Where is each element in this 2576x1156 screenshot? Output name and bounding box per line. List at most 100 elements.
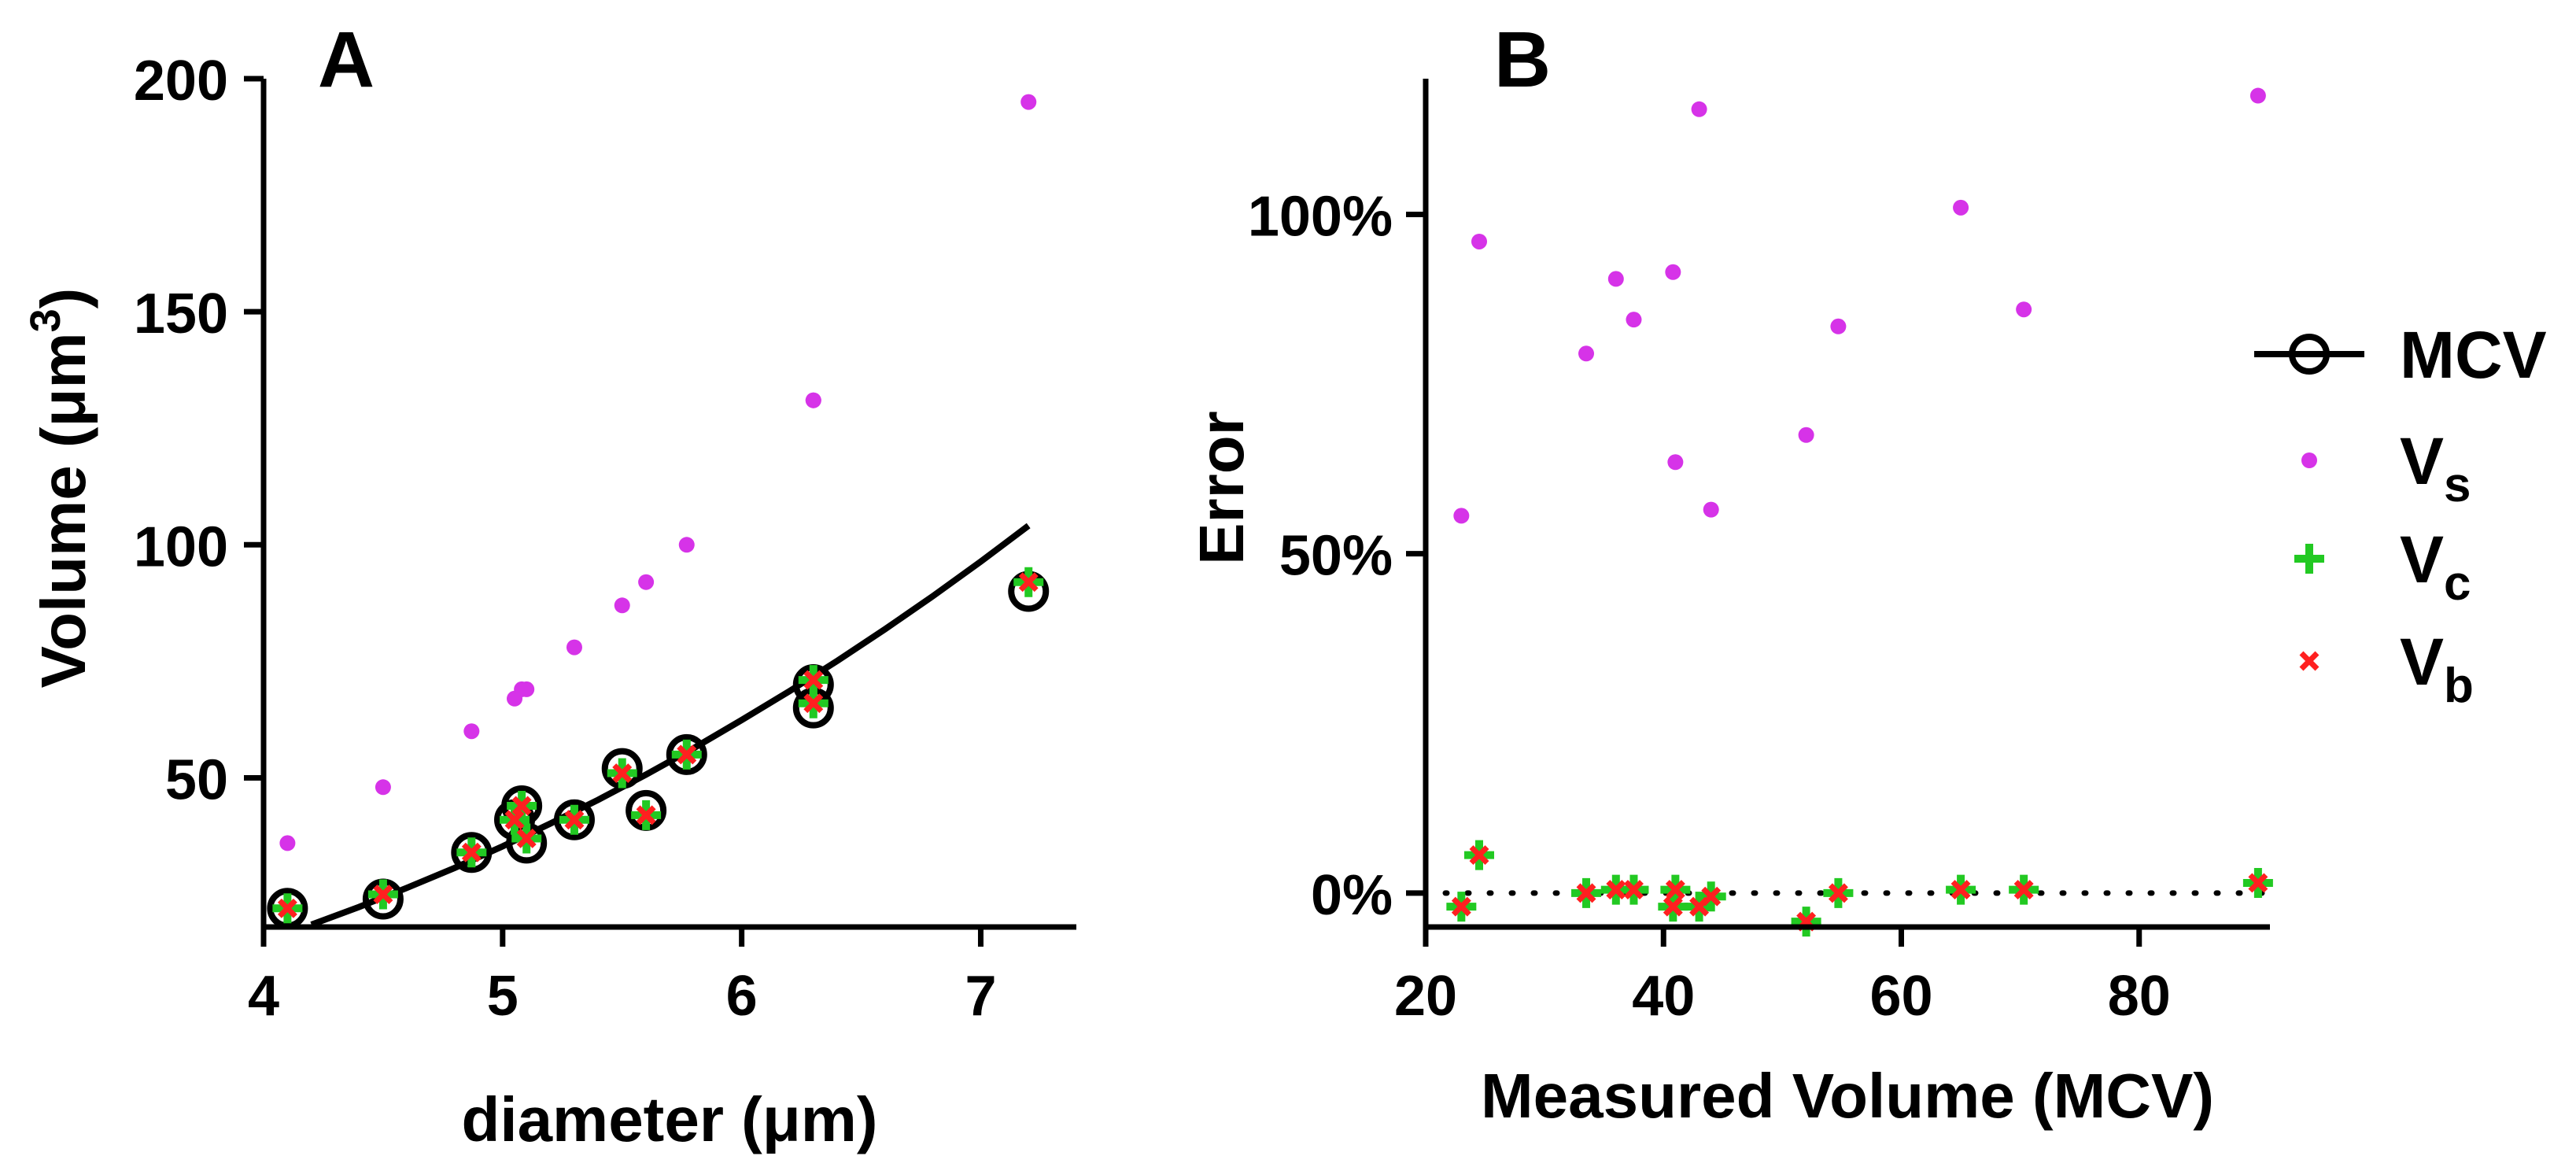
panel-a-point-vs — [614, 597, 630, 614]
legend-label-vb: Vb — [2400, 625, 2474, 713]
panel-a-y-tick-label: 50 — [165, 748, 228, 811]
panel-b-x-ticks: 20 40 60 80 — [1394, 927, 2171, 1028]
panel-a-x-tick-label: 7 — [965, 965, 996, 1028]
panel-a-point-vs — [279, 835, 296, 851]
legend-marker-mcv — [2289, 334, 2330, 375]
panel-b-x-label: Measured Volume (MCV) — [1481, 1061, 2214, 1131]
panel-b-title: B — [1494, 16, 1551, 104]
panel-b-y-tick-label: 50% — [1279, 525, 1393, 588]
panel-a-point-vb — [803, 693, 824, 714]
panel-a-point-vb — [803, 670, 824, 690]
panel-b-point-vs — [1626, 312, 1642, 328]
legend-label-main: V — [2400, 523, 2444, 596]
panel-b-point-vb — [1576, 883, 1596, 903]
panel-b-x-tick-label: 60 — [1869, 965, 1932, 1028]
panel-b-point-vb — [1623, 880, 1644, 900]
panel-a-point-vb — [504, 810, 525, 830]
panel-b-point-vb — [1663, 896, 1683, 917]
panel-a-point-vs — [519, 681, 535, 697]
panel-a-y-ticks: 50 100 150 200 — [134, 50, 264, 811]
panel-a-y-label-close: ) — [28, 288, 98, 309]
panel-b-y-ticks: 0% 50% 100% — [1248, 185, 1426, 927]
panel-b-point-vs — [1798, 427, 1814, 443]
legend-label-vc: Vc — [2400, 523, 2471, 611]
panel-b-point-vb — [1701, 886, 1722, 907]
panel-a-x-tick-label: 5 — [487, 965, 519, 1028]
panel-a-point-mcv — [666, 733, 707, 775]
panel-b-point-vb — [1451, 896, 1471, 917]
panel-b-point-vs — [1453, 508, 1470, 524]
panel-a-point-vb — [636, 805, 656, 825]
panel-a-y-tick-label: 100 — [134, 515, 228, 578]
panel-b-x-tick-label: 40 — [1632, 965, 1695, 1028]
panel-a-point-vs — [463, 723, 480, 740]
panel-b-y-tick-label: 100% — [1248, 185, 1393, 248]
panel-a: A 50 100 150 200 4 5 6 7 diameter (μm) Volume … — [22, 16, 1076, 1154]
panel-a-point-vs — [678, 537, 695, 553]
panel-a-x-tick-label: 4 — [248, 965, 279, 1028]
panel-b-point-vs — [1953, 199, 1969, 216]
panel-a-fit-curve — [310, 523, 1031, 928]
panel-a-point-vs — [566, 639, 582, 656]
panel-a-point-mcv — [553, 799, 595, 840]
panel-b-point-vb — [1665, 880, 1685, 900]
legend-label-mcv: MCV — [2400, 318, 2547, 392]
panel-a-y-label-base: Volume (μm — [28, 332, 98, 688]
panel-b-marks — [1446, 87, 2273, 937]
panel-a-point-vs — [638, 574, 655, 590]
panel-b: B 0% 50% 100% 20 40 60 80 Measured Volume (MC… — [1187, 16, 2273, 1131]
panel-a-point-vs — [375, 779, 391, 796]
legend-label-sub: c — [2444, 556, 2471, 611]
panel-b-point-vb — [2013, 880, 2034, 900]
panel-b-y-tick-label: 0% — [1311, 864, 1393, 927]
panel-a-y-tick-label: 200 — [134, 50, 228, 113]
panel-b-point-vs — [1607, 271, 1624, 287]
panel-b-point-vs — [2249, 87, 2266, 104]
legend-label-main: V — [2400, 625, 2444, 699]
panel-a-point-vb — [461, 842, 482, 862]
panel-b-point-vs — [2016, 301, 2032, 318]
panel-a-point-vb — [1018, 572, 1039, 593]
panel-a-y-label-sup: 3 — [22, 308, 69, 332]
panel-b-point-vs — [1578, 345, 1595, 362]
panel-b-point-vs — [1471, 233, 1488, 249]
panel-b-point-vb — [1950, 880, 1971, 900]
panel-b-y-label: Error — [1187, 411, 1257, 565]
panel-a-x-ticks: 4 5 6 7 — [248, 927, 996, 1028]
panel-a-point-vb — [564, 810, 585, 830]
panel-a-title: A — [318, 16, 375, 104]
panel-a-y-tick-label: 150 — [134, 283, 228, 345]
panel-b-point-vs — [1667, 454, 1684, 471]
panel-b-point-vb — [1469, 845, 1489, 866]
panel-a-point-vb — [277, 898, 297, 918]
panel-b-point-vs — [1665, 264, 1681, 280]
legend-label-vs: Vs — [2400, 424, 2471, 512]
panel-b-point-vs — [1691, 101, 1707, 117]
panel-a-point-mcv — [451, 832, 493, 873]
panel-a-marks — [267, 94, 1050, 929]
legend-label-main: V — [2400, 424, 2444, 498]
panel-a-point-vb — [612, 763, 633, 784]
panel-a-point-vb — [677, 744, 697, 765]
panel-b-x-tick-label: 80 — [2108, 965, 2171, 1028]
legend-marker-vs — [2301, 452, 2317, 468]
panel-a-point-vs — [1020, 94, 1037, 110]
legend-label-sub: b — [2444, 659, 2474, 713]
panel-b-x-tick-label: 20 — [1394, 965, 1457, 1028]
legend-label-main: MCV — [2400, 318, 2547, 392]
panel-b-point-vs — [1830, 318, 1847, 334]
panel-a-point-vb — [373, 885, 393, 905]
panel-a-point-vs — [805, 392, 821, 408]
legend-marker-vc — [2294, 544, 2324, 574]
panel-b-point-vb — [2248, 873, 2268, 893]
panel-a-x-tick-label: 6 — [726, 965, 758, 1028]
panel-a-point-vb — [511, 796, 532, 816]
legend-label-sub: s — [2444, 458, 2471, 512]
legend-marker-vb — [2299, 651, 2320, 671]
panel-a-point-vb — [516, 828, 537, 848]
panel-b-point-vb — [1606, 880, 1626, 900]
panel-a-fit-curve-layer — [310, 523, 1031, 928]
panel-b-point-vs — [1703, 501, 1719, 518]
